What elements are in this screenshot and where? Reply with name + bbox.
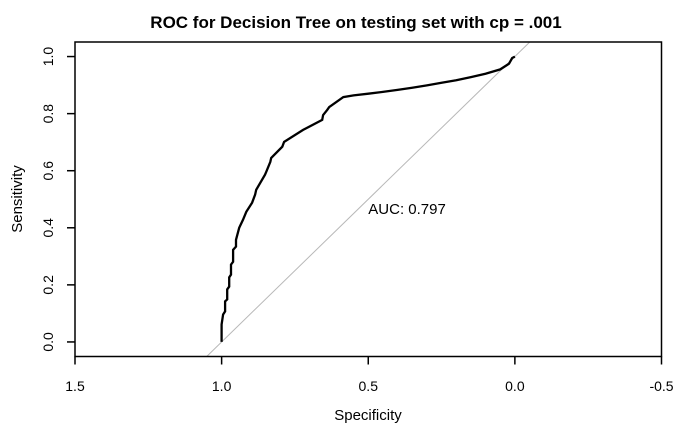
chance-diagonal-line <box>206 41 531 357</box>
x-axis-label: Specificity <box>334 407 402 424</box>
x-axis-tick-label: 1.0 <box>212 378 232 394</box>
y-axis-label: Sensitivity <box>9 165 26 233</box>
y-axis-tick-label: 0.0 <box>40 332 56 352</box>
plot-area: 1.5 1.0 0.5 0.0 -0.5 0.0 0.2 0.4 0.6 0.8 1.0 <box>40 41 674 394</box>
x-axis-tick-label: 1.5 <box>65 378 85 394</box>
x-axis-tick-label: 0.5 <box>359 378 379 394</box>
y-axis-tick-label: 0.2 <box>40 275 56 295</box>
y-axis-tick-label: 0.4 <box>40 218 56 238</box>
y-axis-tick-label: 1.0 <box>40 47 56 67</box>
plot-title: ROC for Decision Tree on testing set wit… <box>150 13 561 32</box>
auc-annotation: AUC: 0.797 <box>368 201 446 218</box>
y-axis-tick-label: 0.8 <box>40 104 56 124</box>
y-axis-tick-label: 0.6 <box>40 161 56 181</box>
x-axis-tick-label: 0.0 <box>505 378 525 394</box>
x-axis-tick-label: -0.5 <box>649 378 673 394</box>
roc-curve-line <box>220 55 516 342</box>
